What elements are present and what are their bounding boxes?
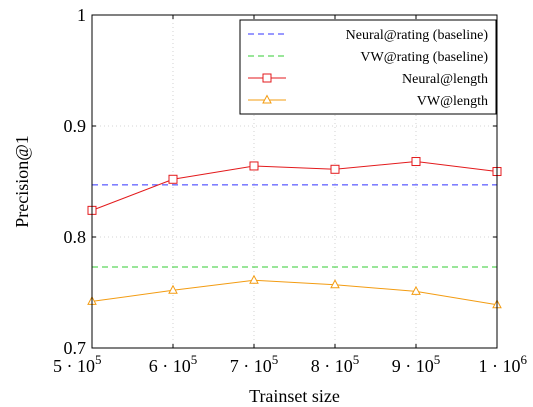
data-point	[330, 279, 340, 289]
data-point	[168, 284, 178, 294]
y-axis-title: Precision@1	[12, 135, 32, 228]
legend-box	[239, 19, 497, 115]
x-tick-label: 7 · 105	[230, 352, 279, 376]
data-point	[330, 164, 340, 174]
legend-label: Neural@length	[402, 72, 488, 87]
series-layer	[87, 157, 502, 309]
data-point	[262, 73, 272, 83]
y-tick-label: 0.8	[64, 227, 87, 247]
legend: Neural@rating (baseline) VW@rating (basel…	[239, 19, 497, 115]
data-point	[411, 285, 421, 295]
data-point	[168, 174, 178, 184]
x-tick-label: 8 · 105	[311, 352, 360, 376]
tick-layer: 5 · 105 6 · 105 7 · 105 8 · 105 9 · 105 1 · 1…	[53, 5, 528, 376]
y-tick-label: 1	[77, 5, 86, 25]
series-line	[91, 279, 498, 306]
y-tick-label: 0.9	[64, 116, 87, 136]
baseline-layer	[92, 184, 497, 268]
data-point	[249, 274, 259, 284]
legend-label: VW@rating (baseline)	[360, 50, 488, 65]
x-tick-label: 5 · 105	[53, 352, 102, 376]
data-point	[411, 157, 421, 167]
x-axis-title: Trainset size	[249, 386, 340, 406]
plot-frame	[91, 14, 498, 349]
data-point	[262, 94, 272, 104]
data-point	[249, 161, 259, 171]
legend-label: VW@length	[417, 94, 488, 109]
x-tick-label: 9 · 105	[392, 352, 441, 376]
y-tick-label: 0.7	[64, 338, 87, 358]
x-tick-label: 6 · 105	[149, 352, 198, 376]
x-tick-label: 1 · 106	[479, 352, 528, 376]
legend-label: Neural@rating (baseline)	[346, 28, 489, 43]
series-line	[91, 161, 498, 211]
